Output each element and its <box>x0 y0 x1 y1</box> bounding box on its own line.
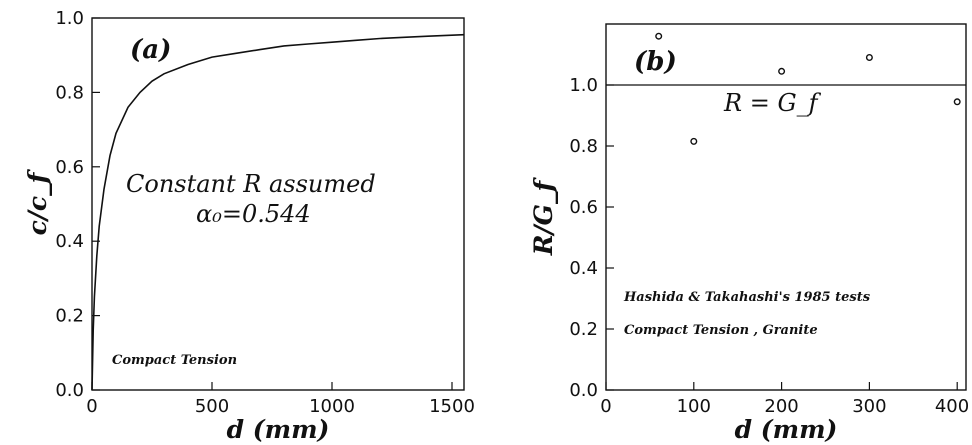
panel-a-x-tick-label: 1000 <box>309 396 355 417</box>
panel-a-y-tick-label: 0.6 <box>55 157 84 178</box>
panel-b-y-tick-label: 0.0 <box>569 380 598 401</box>
panel-b-x-tick-label: 400 <box>935 396 969 417</box>
panel-b: 0.0 0.2 0.4 0.6 0.8 1.0 0 100 200 300 40… <box>529 23 969 444</box>
panel-b-label: (b) <box>634 47 677 77</box>
panel-b-data-point <box>953 98 961 106</box>
panel-a-annotation-specimen: Compact Tension <box>112 353 237 368</box>
panel-a: 0.0 0.2 0.4 0.6 0.8 1.0 0 500 1000 1500 … <box>23 8 475 444</box>
panel-b-y-ticks: 0.0 0.2 0.4 0.6 0.8 1.0 <box>569 75 614 401</box>
panel-a-x-axis-title: d (mm) <box>227 415 330 444</box>
panel-b-x-axis-title: d (mm) <box>735 415 838 444</box>
panel-b-x-tick-label: 100 <box>677 396 711 417</box>
panel-b-y-tick-label: 0.2 <box>569 319 598 340</box>
panel-a-y-axis-title: c/c_f <box>23 168 52 235</box>
panel-a-y-tick-label: 0.8 <box>55 82 84 103</box>
panel-a-label: (a) <box>130 35 171 65</box>
panel-b-y-tick-label: 1.0 <box>569 75 598 96</box>
panel-b-x-tick-label: 200 <box>764 396 798 417</box>
panel-b-annotation-source: Hashida & Takahashi's 1985 tests <box>623 290 871 305</box>
panel-b-data-point <box>865 54 873 62</box>
panel-a-x-tick-label: 1500 <box>429 396 475 417</box>
panel-b-data-point <box>778 67 786 75</box>
panel-a-y-tick-label: 0.0 <box>55 380 84 401</box>
panel-b-points <box>655 32 961 145</box>
panel-b-x-tick-label: 0 <box>600 396 611 417</box>
panel-a-x-tick-label: 0 <box>86 396 97 417</box>
panel-a-y-ticks: 0.0 0.2 0.4 0.6 0.8 1.0 <box>55 8 100 401</box>
panel-b-y-tick-label: 0.6 <box>569 197 598 218</box>
panel-b-y-axis-title: R/G_f <box>529 177 558 257</box>
panel-a-series-line <box>91 33 465 391</box>
panel-a-y-tick-label: 1.0 <box>55 8 84 29</box>
panel-b-data-point <box>655 32 663 40</box>
panel-b-x-ticks: 0 100 200 300 400 <box>600 382 969 417</box>
panel-a-y-tick-label: 0.2 <box>55 306 84 327</box>
panel-b-annotation-reference: R = G_f <box>723 89 822 117</box>
panel-a-x-tick-label: 500 <box>195 396 229 417</box>
panel-a-annotation-alpha: α₀=0.544 <box>196 200 311 228</box>
panel-a-y-tick-label: 0.4 <box>55 231 84 252</box>
panel-a-x-ticks: 0 500 1000 1500 <box>86 382 475 417</box>
panel-a-plot-frame <box>91 17 465 391</box>
panel-b-y-tick-label: 0.4 <box>569 258 598 279</box>
panel-a-annotation-main: Constant R assumed <box>126 170 376 198</box>
panel-b-y-tick-label: 0.8 <box>569 136 598 157</box>
panel-b-data-point <box>690 137 698 145</box>
panel-b-annotation-specimen: Compact Tension , Granite <box>624 323 818 338</box>
panel-b-x-tick-label: 300 <box>852 396 886 417</box>
